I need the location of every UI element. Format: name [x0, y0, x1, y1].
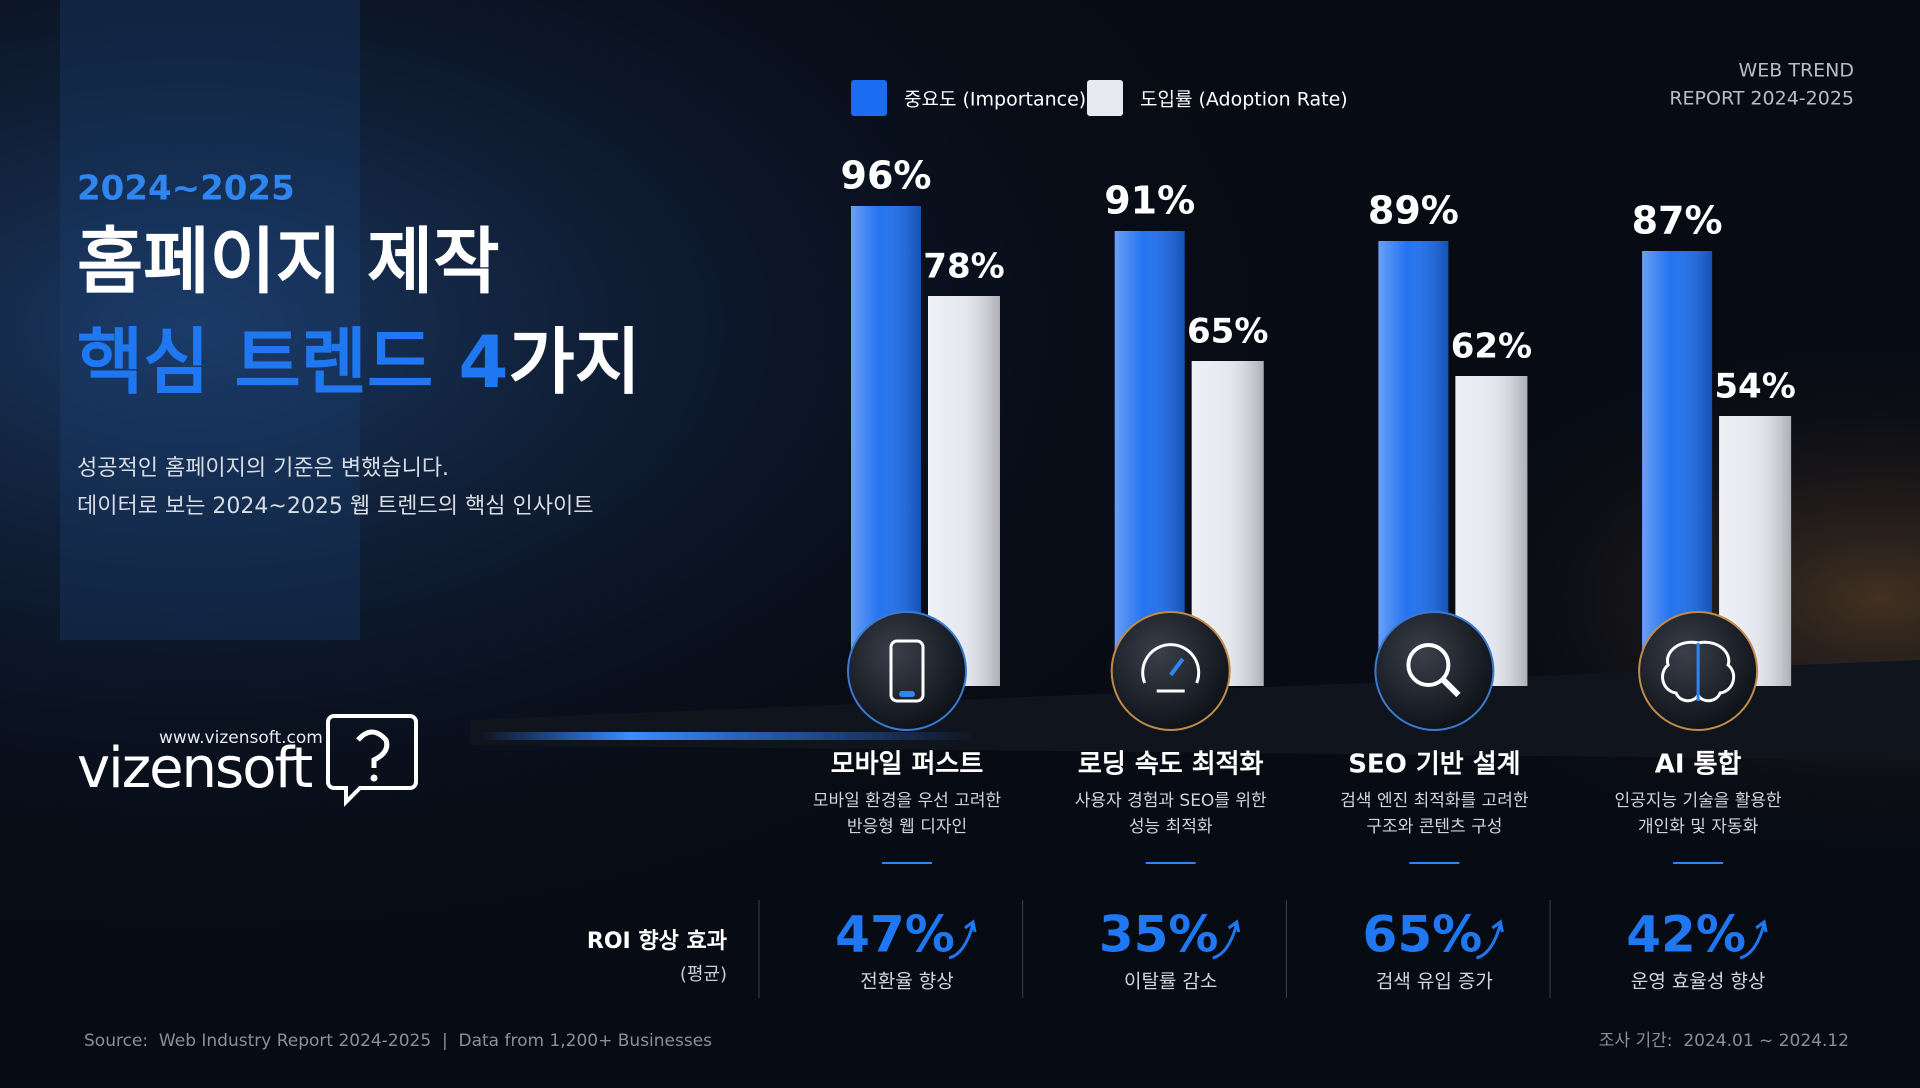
roi-heading: ROI 향상 효과: [587, 929, 727, 954]
subtitle: 데이터로 보는 2024~2025 웹 트렌드의 핵심 인사이트: [77, 494, 593, 519]
roi-arrow: [1475, 919, 1504, 960]
window-light: [60, 0, 360, 640]
description: 검색 엔진 최적화를 고려한: [1340, 791, 1529, 811]
value-label: 62%: [1451, 327, 1532, 367]
eyebrow: 2024~2025: [77, 169, 295, 209]
brand-question: [370, 774, 378, 782]
report-tag: WEB TREND: [1738, 60, 1854, 82]
category-label: AI 통합: [1655, 750, 1742, 780]
title: 홈페이지 제작: [77, 220, 500, 304]
title-rest: 가지: [508, 320, 640, 404]
legend-swatch: [851, 80, 887, 116]
icon-disc: [847, 611, 967, 731]
value-label: 89%: [1368, 189, 1459, 233]
legend-label: 중요도 (Importance): [904, 89, 1086, 111]
description: 성능 최적화: [1129, 817, 1213, 837]
icon: [889, 639, 925, 703]
roi-caption: 검색 유입 증가: [1376, 971, 1493, 993]
description: 사용자 경험과 SEO를 위한: [1075, 791, 1267, 811]
roi-value: 42%: [1626, 906, 1746, 964]
icon: [1169, 657, 1185, 677]
roi-arrow: [948, 919, 977, 960]
icon: [1441, 677, 1461, 698]
brand-url: www.vizensoft.com: [159, 728, 323, 748]
value-label: 78%: [923, 247, 1004, 287]
category-label: 모바일 퍼스트: [831, 750, 984, 780]
report-tag: REPORT 2024-2025: [1669, 88, 1854, 110]
value-label: 96%: [841, 154, 932, 198]
subtitle: 성공적인 홈페이지의 기준은 변했습니다.: [77, 456, 449, 481]
icon-disc: [1374, 611, 1495, 731]
title-highlight: 핵심 트렌드 4: [77, 320, 508, 404]
description: 인공지능 기술을 활용한: [1614, 791, 1782, 811]
platform-glow: [480, 732, 980, 740]
bar-shine: [1114, 231, 1185, 686]
roi-caption: 이탈률 감소: [1124, 971, 1217, 993]
title: 핵심 트렌드 4가지: [77, 320, 641, 404]
description: 반응형 웹 디자인: [847, 817, 967, 837]
legend-swatch: [1087, 80, 1123, 116]
roi-arrow: [1212, 919, 1241, 960]
icon: [1141, 643, 1201, 684]
bar-shine: [851, 206, 921, 686]
footer-source: Source: Web Industry Report 2024-2025 | …: [84, 1031, 712, 1051]
brand-name: vizensoft: [77, 736, 312, 801]
roi-value: 65%: [1363, 906, 1483, 964]
brand-bubble: [326, 714, 418, 807]
footer-period: 조사 기간: 2024.01 ~ 2024.12: [1599, 1031, 1849, 1051]
foreground: 중요도 (Importance) 도입률 (Adoption Rate) 모바일 퍼…: [758, 80, 1782, 998]
roi-arrow: [1739, 919, 1768, 960]
category-label: SEO 기반 설계: [1348, 750, 1520, 780]
roi-value: 35%: [1099, 906, 1219, 964]
value-label: 65%: [1187, 312, 1268, 352]
icon: [899, 691, 915, 697]
brand-question: [356, 729, 390, 768]
description: 모바일 환경을 우선 고려한: [813, 791, 1002, 811]
value-label: 54%: [1714, 367, 1795, 407]
value-label: 87%: [1632, 199, 1723, 243]
icon: [1406, 643, 1451, 687]
legend-label: 도입률 (Adoption Rate): [1140, 89, 1348, 111]
value-label: 91%: [1104, 179, 1195, 223]
roi-caption: 운영 효율성 향상: [1631, 971, 1765, 993]
roi-note: (평균): [680, 964, 727, 985]
description: 개인화 및 자동화: [1638, 817, 1759, 837]
icon-disc: [1110, 611, 1231, 731]
category-label: 로딩 속도 최적화: [1078, 750, 1264, 780]
description: 구조와 콘텐츠 구성: [1366, 817, 1502, 837]
roi-caption: 전환율 향상: [860, 971, 953, 993]
roi-value: 47%: [835, 906, 955, 964]
